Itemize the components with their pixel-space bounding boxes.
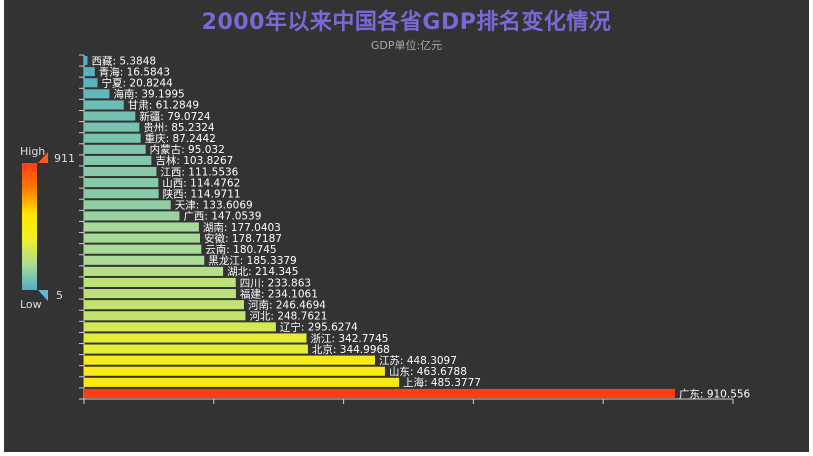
bar bbox=[84, 56, 88, 66]
bar bbox=[84, 67, 95, 77]
bar-data-label: 河北: 248.7621 bbox=[249, 311, 327, 323]
bar bbox=[84, 166, 157, 177]
bar-data-label: 陕西: 114.9711 bbox=[163, 188, 241, 201]
visual-map-min-value: 5 bbox=[56, 289, 63, 302]
bar-data-label: 新疆: 79.0724 bbox=[139, 110, 211, 123]
bar bbox=[84, 233, 200, 243]
bar bbox=[84, 200, 171, 210]
bar bbox=[84, 333, 307, 343]
bar-data-label: 安徽: 178.7187 bbox=[204, 232, 282, 245]
bar-data-label: 四川: 233.863 bbox=[240, 277, 311, 289]
bar-data-label: 黑龙江: 185.3379 bbox=[208, 254, 296, 267]
bar bbox=[84, 289, 236, 299]
bar-data-label: 河南: 246.4694 bbox=[248, 298, 326, 311]
visual-map-min-handle bbox=[38, 290, 48, 301]
bar bbox=[84, 122, 140, 132]
bar bbox=[84, 300, 244, 310]
bar-data-label: 西藏: 5.3848 bbox=[91, 55, 156, 67]
bar-data-label: 广东: 910.556 bbox=[679, 387, 751, 400]
bar bbox=[84, 100, 124, 110]
bar-data-label: 贵州: 85.2324 bbox=[143, 121, 215, 134]
bar-data-label: 福建: 234.1061 bbox=[240, 287, 318, 300]
bar bbox=[84, 244, 202, 254]
bar bbox=[84, 178, 159, 188]
bar-data-label: 浙江: 342.7745 bbox=[310, 333, 388, 345]
bar-data-label: 山东: 463.6788 bbox=[389, 365, 467, 378]
bar bbox=[84, 277, 236, 288]
bar-data-label: 上海: 485.3777 bbox=[403, 376, 481, 389]
bar-data-label: 吉林: 103.8267 bbox=[155, 154, 233, 167]
bar bbox=[84, 377, 400, 387]
bar bbox=[84, 266, 224, 276]
bar bbox=[84, 222, 199, 232]
bar-data-label: 北京: 344.9968 bbox=[312, 343, 390, 356]
bar-data-label: 辽宁: 295.6274 bbox=[280, 321, 358, 334]
bar-data-label: 重庆: 87.2442 bbox=[145, 132, 216, 145]
bar bbox=[84, 344, 308, 354]
bar-data-label: 云南: 180.745 bbox=[205, 243, 276, 256]
bar bbox=[84, 189, 159, 199]
bar bbox=[84, 133, 141, 143]
bar bbox=[84, 366, 385, 376]
bar-data-label: 江苏: 448.3097 bbox=[379, 354, 457, 367]
visual-map-max-value: 911 bbox=[54, 152, 75, 165]
bar bbox=[84, 355, 375, 365]
bar bbox=[84, 144, 146, 154]
bar-data-label: 山西: 114.4762 bbox=[162, 177, 240, 189]
bar bbox=[84, 78, 98, 88]
bar bbox=[84, 388, 675, 398]
bar bbox=[84, 89, 110, 99]
visual-map-max-handle bbox=[38, 152, 48, 163]
visual-map-gradient-bar bbox=[22, 163, 37, 290]
chart-subtitle: GDP单位:亿元 bbox=[370, 39, 443, 52]
bar-data-label: 甘肃: 61.2849 bbox=[128, 99, 199, 112]
bar-data-label: 广西: 147.0539 bbox=[183, 211, 261, 223]
visual-map-low-label: Low bbox=[20, 298, 42, 311]
bar-data-label: 湖北: 214.345 bbox=[227, 266, 298, 278]
bar bbox=[84, 311, 246, 321]
bar-data-label: 江西: 111.5536 bbox=[160, 166, 238, 178]
bar bbox=[84, 255, 205, 265]
visual-map-high-label: High bbox=[20, 145, 46, 158]
bar-data-label: 内蒙古: 95.032 bbox=[150, 143, 225, 156]
bar-data-label: 青海: 16.5843 bbox=[99, 65, 170, 78]
bar-data-label: 海南: 39.1995 bbox=[113, 88, 184, 101]
bar bbox=[84, 111, 136, 121]
bar-data-label: 天津: 133.6069 bbox=[175, 200, 253, 212]
bar bbox=[84, 322, 276, 332]
bar-data-label: 宁夏: 20.8244 bbox=[102, 77, 174, 90]
bar bbox=[84, 211, 180, 221]
chart-panel: 2000年以来中国各省GDP排名变化情况 GDP单位:亿元 High 911 5… bbox=[4, 0, 809, 452]
bar-data-label: 湖南: 177.0403 bbox=[203, 221, 281, 234]
bar bbox=[84, 155, 152, 165]
chart-title: 2000年以来中国各省GDP排名变化情况 bbox=[201, 10, 612, 35]
